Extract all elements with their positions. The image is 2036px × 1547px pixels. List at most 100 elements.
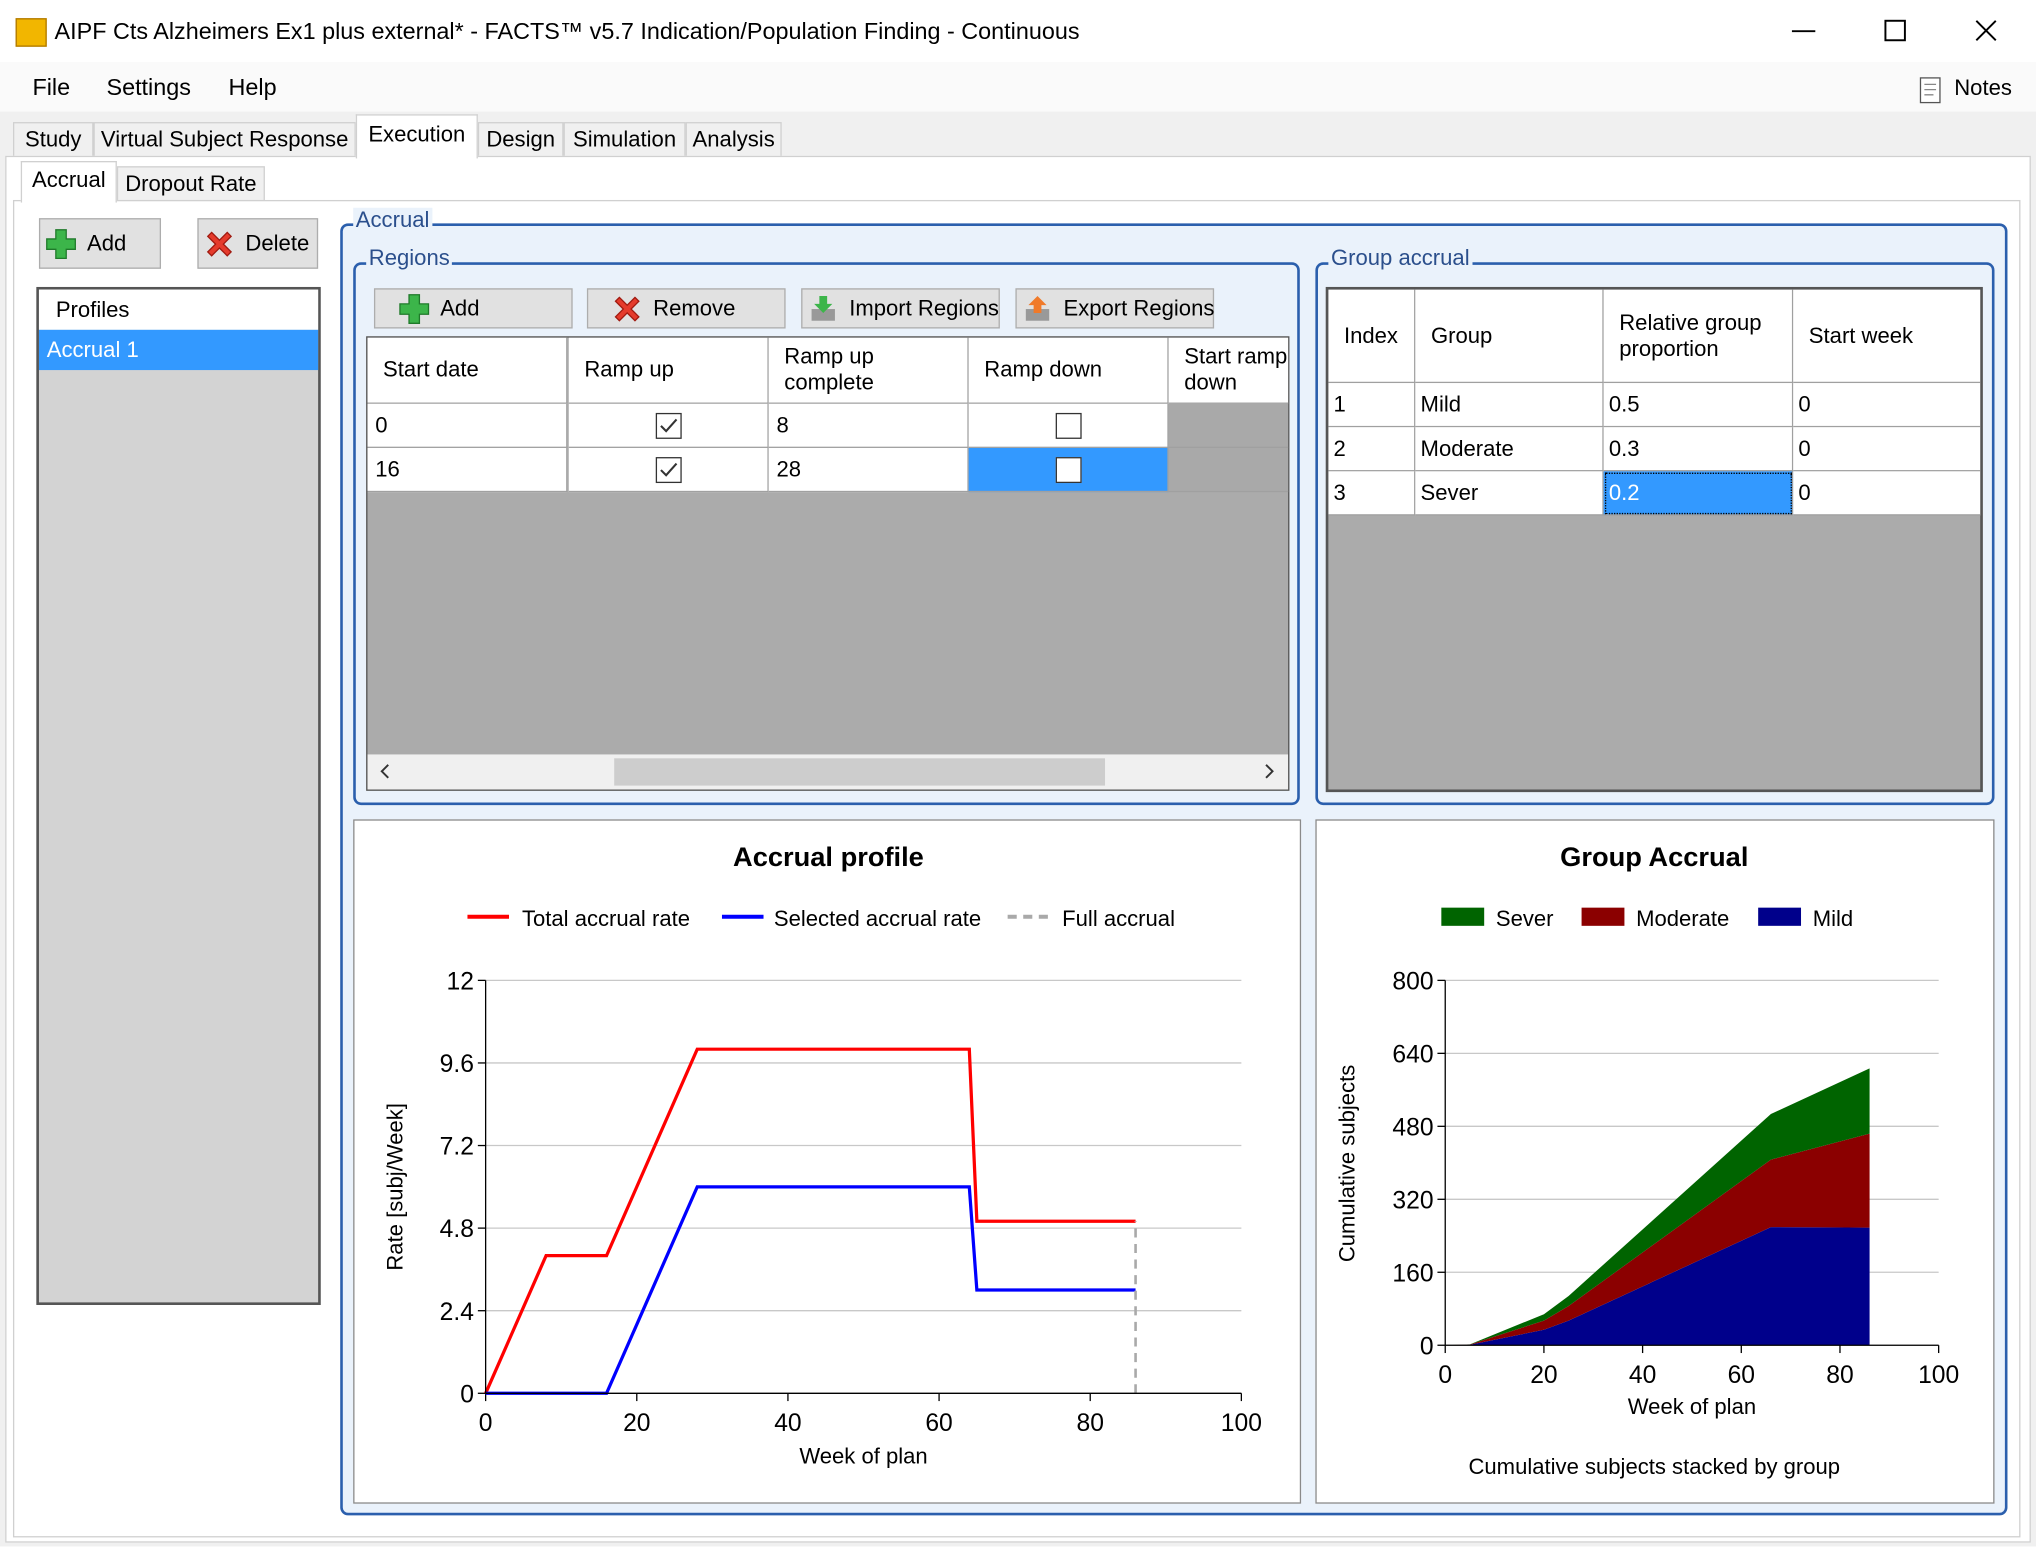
tab[interactable]: Simulation <box>563 122 686 159</box>
region-button[interactable]: Remove <box>586 288 786 329</box>
x-tick-label: 60 <box>925 1410 952 1437</box>
button-label: Remove <box>653 295 736 321</box>
y-tick-label: 160 <box>1392 1260 1433 1287</box>
table-cell <box>568 403 769 448</box>
button-label: Delete <box>245 230 310 256</box>
table-cell[interactable]: 0.2 <box>1603 471 1794 516</box>
profile-item[interactable]: Accrual 1 <box>38 329 319 371</box>
group-table: Index Group Relative group proportion Start… <box>1325 286 1983 793</box>
y-axis-label: Cumulative subjects <box>1334 1065 1359 1262</box>
table-cell: 1 <box>1328 383 1416 428</box>
button-icon <box>612 293 643 324</box>
table-cell[interactable]: 0.5 <box>1603 383 1794 428</box>
column-header: Ramp up <box>568 337 769 404</box>
tab[interactable]: Execution <box>355 114 478 159</box>
x-tick-label: 80 <box>1826 1362 1853 1389</box>
profiles-list: Profiles Accrual 1 <box>36 286 321 1305</box>
tab[interactable]: Study <box>12 122 94 159</box>
table-cell[interactable]: 0 <box>1793 427 1981 472</box>
tab[interactable]: Analysis <box>685 122 782 159</box>
y-tick-label: 12 <box>447 968 474 995</box>
y-axis-label: Rate [subj/Week] <box>383 1103 408 1271</box>
legend-label: Selected accrual rate <box>774 906 981 931</box>
legend-label: Sever <box>1496 906 1554 931</box>
column-header: Ramp down <box>968 337 1169 404</box>
menu-item[interactable]: Settings <box>106 74 191 100</box>
button-label: Add <box>440 295 480 321</box>
y-tick-label: 0 <box>1420 1333 1434 1360</box>
column-header: Start ramp down <box>1168 337 1289 404</box>
title-bar <box>0 0 2036 63</box>
column-header: Start date <box>367 337 568 404</box>
checkbox[interactable] <box>1055 412 1082 439</box>
table-cell: 3 <box>1328 471 1416 516</box>
table-cell <box>968 447 1169 493</box>
x-tick-label: 100 <box>1221 1410 1262 1437</box>
delete-profile-button[interactable]: Delete <box>197 218 319 269</box>
x-tick-label: 0 <box>1438 1362 1452 1389</box>
y-tick-label: 0 <box>460 1381 474 1408</box>
notes-icon <box>1917 74 1946 105</box>
legend-swatch <box>1441 907 1485 926</box>
y-tick-label: 2.4 <box>440 1299 474 1326</box>
group-accrual-group <box>1315 262 1995 806</box>
notes-button[interactable]: Notes <box>1954 75 2012 100</box>
x-tick-label: 40 <box>774 1410 801 1437</box>
column-header: Relative group proportion <box>1603 289 1794 384</box>
checkbox[interactable] <box>655 456 682 483</box>
line-series <box>484 1047 1136 1394</box>
checkbox[interactable] <box>655 412 682 439</box>
chart-panel <box>1315 819 1995 1504</box>
menu-item[interactable]: File <box>32 74 71 100</box>
y-tick-label: 4.8 <box>440 1216 474 1243</box>
region-button[interactable]: Add <box>373 288 573 329</box>
area-series <box>1445 1227 1870 1346</box>
legend-swatch <box>1758 907 1802 926</box>
x-tick-label: 20 <box>1530 1362 1557 1389</box>
table-cell <box>568 447 769 493</box>
table-cell-empty <box>1168 447 1289 493</box>
button-icon <box>1022 293 1053 324</box>
legend-label: Mild <box>1813 906 1853 931</box>
table-cell[interactable]: 16 <box>367 447 568 493</box>
button-label: Export Regions <box>1063 295 1215 321</box>
table-cell[interactable]: 0 <box>1793 383 1981 428</box>
button-label: Add <box>86 230 127 256</box>
table-cell <box>968 403 1169 448</box>
column-header: Group <box>1415 289 1604 384</box>
table-cell[interactable]: 8 <box>768 403 969 448</box>
x-tick-label: 100 <box>1918 1362 1959 1389</box>
regions-title: Regions <box>366 245 453 272</box>
table-cell: Mild <box>1415 383 1604 428</box>
menu-bar <box>0 62 2036 112</box>
table-cell: 2 <box>1328 427 1416 472</box>
table-cell[interactable]: 0 <box>1793 471 1981 516</box>
button-label: Import Regions <box>849 295 999 321</box>
chart-title: Accrual profile <box>733 841 924 872</box>
subtab[interactable]: Accrual <box>20 161 117 203</box>
subtab[interactable]: Dropout Rate <box>116 166 265 202</box>
table-cell[interactable]: 0 <box>367 403 568 448</box>
checkbox[interactable] <box>1055 456 1082 483</box>
region-button[interactable]: Import Regions <box>801 288 1000 329</box>
area-series <box>1445 1133 1870 1346</box>
window-controls <box>1766 0 2036 62</box>
region-button[interactable]: Export Regions <box>1015 288 1215 329</box>
button-icon <box>45 228 76 259</box>
table-cell[interactable]: 28 <box>768 447 969 493</box>
add-profile-button[interactable]: Add <box>38 218 162 269</box>
table-cell[interactable]: 0.3 <box>1603 427 1794 472</box>
button-icon <box>204 228 235 259</box>
legend-swatch <box>1581 907 1625 926</box>
y-tick-label: 320 <box>1392 1187 1433 1214</box>
y-tick-label: 640 <box>1392 1041 1433 1068</box>
x-tick-label: 20 <box>623 1410 650 1437</box>
table-cell-empty <box>1168 403 1289 448</box>
y-tick-label: 800 <box>1392 968 1433 995</box>
area-series <box>1445 1068 1870 1346</box>
h-scrollbar[interactable] <box>367 754 1289 790</box>
menu-item[interactable]: Help <box>228 74 277 100</box>
tab[interactable]: Design <box>477 122 564 159</box>
app-icon <box>15 18 47 47</box>
